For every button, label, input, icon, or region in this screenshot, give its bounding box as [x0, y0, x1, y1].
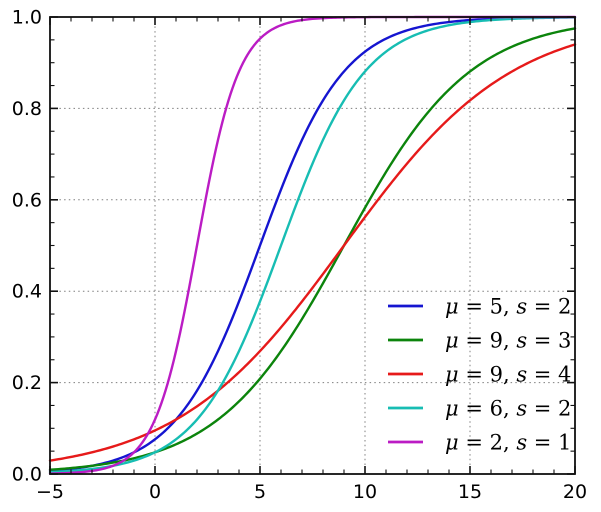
y-tick-label: 1.0 — [12, 7, 42, 29]
x-tick-label: 10 — [353, 481, 377, 503]
y-tick-label: 0.8 — [12, 98, 42, 120]
x-tick-label: 15 — [458, 481, 482, 503]
legend-label: μ = 2, s = 1 — [445, 431, 571, 455]
y-tick-label: 0.2 — [12, 372, 42, 394]
x-tick-label: 5 — [254, 481, 266, 503]
y-tick-label: 0.6 — [12, 189, 42, 211]
legend-label: μ = 9, s = 3 — [445, 329, 571, 353]
series-curve-1 — [48, 27, 577, 471]
series-curve-3 — [48, 16, 577, 474]
legend-label: μ = 5, s = 2 — [445, 295, 571, 319]
series-curve-2 — [48, 43, 577, 462]
x-tick-label: 20 — [563, 481, 587, 503]
y-tick-label: 0.4 — [12, 281, 42, 303]
series-curve-0 — [48, 16, 577, 473]
legend-label: μ = 9, s = 4 — [445, 363, 571, 387]
y-tick-label: 0.0 — [12, 464, 42, 486]
legend-label: μ = 6, s = 2 — [445, 397, 571, 421]
x-tick-label: −5 — [36, 481, 64, 503]
x-tick-label: 0 — [149, 481, 161, 503]
